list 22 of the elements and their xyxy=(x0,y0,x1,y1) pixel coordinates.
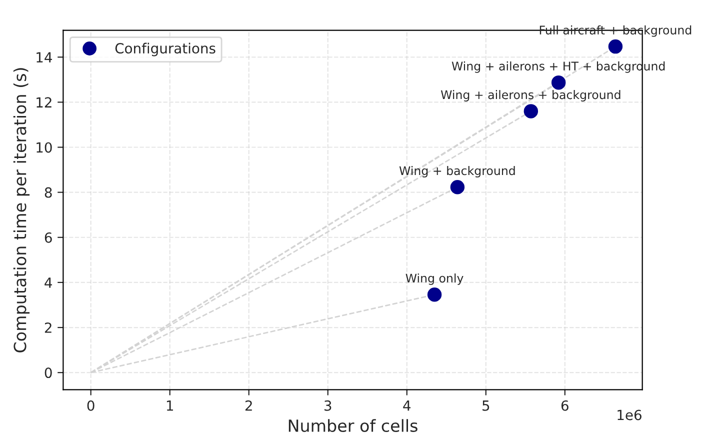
y-tick-label: 0 xyxy=(44,368,52,378)
x-tick-label: 6 xyxy=(561,400,568,411)
x-tick-label: 3 xyxy=(324,400,332,411)
y-tick-label: 10 xyxy=(36,142,52,153)
y-tick-label: 12 xyxy=(36,97,52,108)
x-tick-label: 5 xyxy=(482,400,490,411)
x-axis-title: Number of cells xyxy=(288,419,418,432)
x-tick-label: 4 xyxy=(403,400,411,411)
y-tick-label: 8 xyxy=(44,187,52,198)
annotation: Wing only xyxy=(406,273,464,285)
x-tick-label: 0 xyxy=(87,400,94,411)
annotation: Wing + ailerons + background xyxy=(440,90,620,102)
y-tick-label: 14 xyxy=(36,52,52,62)
y-tick-label: 6 xyxy=(44,232,52,243)
text: 1e6 xyxy=(618,410,642,420)
annotation: Wing + background xyxy=(399,166,515,178)
x-tick-label: 1 xyxy=(166,400,173,411)
legend-label: Configurations xyxy=(115,42,216,56)
y-tick-label: 4 xyxy=(44,278,52,288)
y-tick-label: 2 xyxy=(44,322,52,333)
y-axis-title: Computation time per iteration (s) xyxy=(13,68,30,352)
x-tick-label: 2 xyxy=(245,400,252,411)
